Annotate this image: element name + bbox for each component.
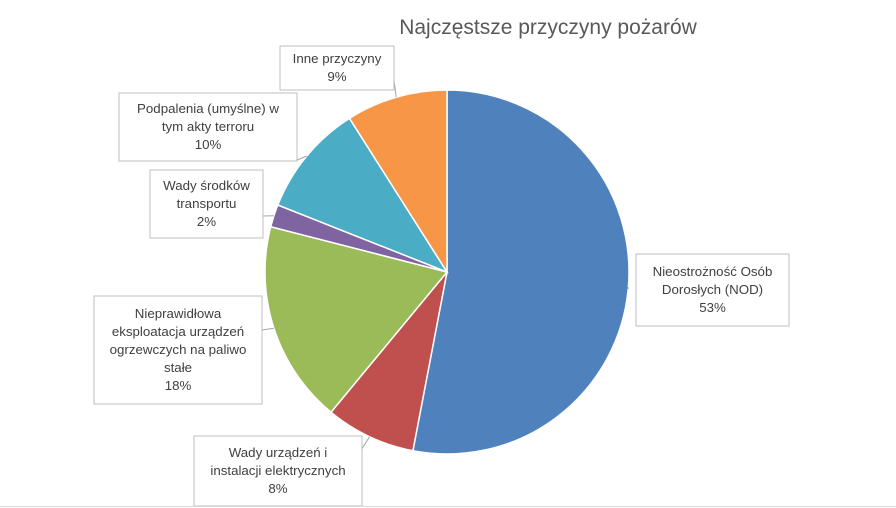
data-label-value: 2% [197,214,216,229]
data-label: Wady środków transportu 2% [163,178,250,229]
data-label-box [118,92,298,162]
data-label: Podpalenia (umyślne) w tym akty terroru 10… [137,101,279,152]
data-label-name: Inne przyczyny [293,51,382,66]
pie-slice [329,271,448,452]
data-label-box [149,169,264,239]
data-label-name: Nieostrożność Osób [653,264,773,279]
data-label-name: Wady środków [163,178,250,193]
data-label-name: tym akty terroru [162,119,254,134]
data-label-box [279,45,395,91]
data-label-name: Wady urządzeń i [229,445,328,460]
data-label-name: ogrzewczych na paliwo [110,342,247,357]
data-label-name: stałe [164,360,192,375]
data-label-value: 53% [699,300,726,315]
data-label-value: 10% [195,137,222,152]
data-label: Inne przyczyny 9% [293,51,382,84]
data-label-name: eksploatacja urządzeń [112,324,244,339]
data-label-box [193,435,363,507]
data-labels: Nieostrożność Osób Dorosłych (NOD) 53% Wady… [93,45,790,507]
pie-slice [264,225,449,414]
data-label-value: 18% [165,378,192,393]
data-label-box [635,253,790,327]
bottom-divider [0,506,896,507]
data-label: Wady urządzeń i instalacji elektrycznych 8… [210,445,345,496]
pie-slices [264,89,630,455]
chart-title: Najczęstsze przyczyny pożarów [399,16,697,39]
leader-line [296,155,307,161]
data-label-name: transportu [177,196,237,211]
pie-slice [276,117,449,274]
data-label-value: 9% [327,69,346,84]
leader-line [261,327,274,331]
data-label-name: Podpalenia (umyślne) w [137,101,279,116]
data-label-value: 8% [268,481,287,496]
data-label-name: Nieprawidłowa [135,306,222,321]
data-label-name: instalacji elektrycznych [210,463,345,478]
data-label-box [93,295,263,405]
data-label-name: Dorosłych (NOD) [662,282,763,297]
data-label: Nieprawidłowa eksploatacja urządzeń ogrzew… [110,306,247,393]
data-label: Nieostrożność Osób Dorosłych (NOD) 53% [653,264,773,315]
